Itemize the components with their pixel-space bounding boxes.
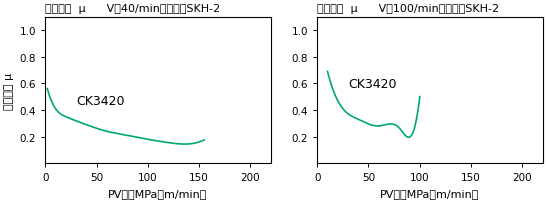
X-axis label: PV値（MPa・m/min）: PV値（MPa・m/min） — [380, 188, 480, 198]
Y-axis label: 摩擦係数 μ: 摩擦係数 μ — [4, 72, 14, 109]
Text: 摩擦係数  μ      V＝40/min：相手材SKH-2: 摩擦係数 μ V＝40/min：相手材SKH-2 — [45, 4, 220, 14]
X-axis label: PV値（MPa・m/min）: PV値（MPa・m/min） — [108, 188, 208, 198]
Text: CK3420: CK3420 — [348, 77, 397, 90]
Text: CK3420: CK3420 — [76, 95, 125, 108]
Text: 摩擦係数  μ      V＝100/min：相手材SKH-2: 摩擦係数 μ V＝100/min：相手材SKH-2 — [317, 4, 499, 14]
